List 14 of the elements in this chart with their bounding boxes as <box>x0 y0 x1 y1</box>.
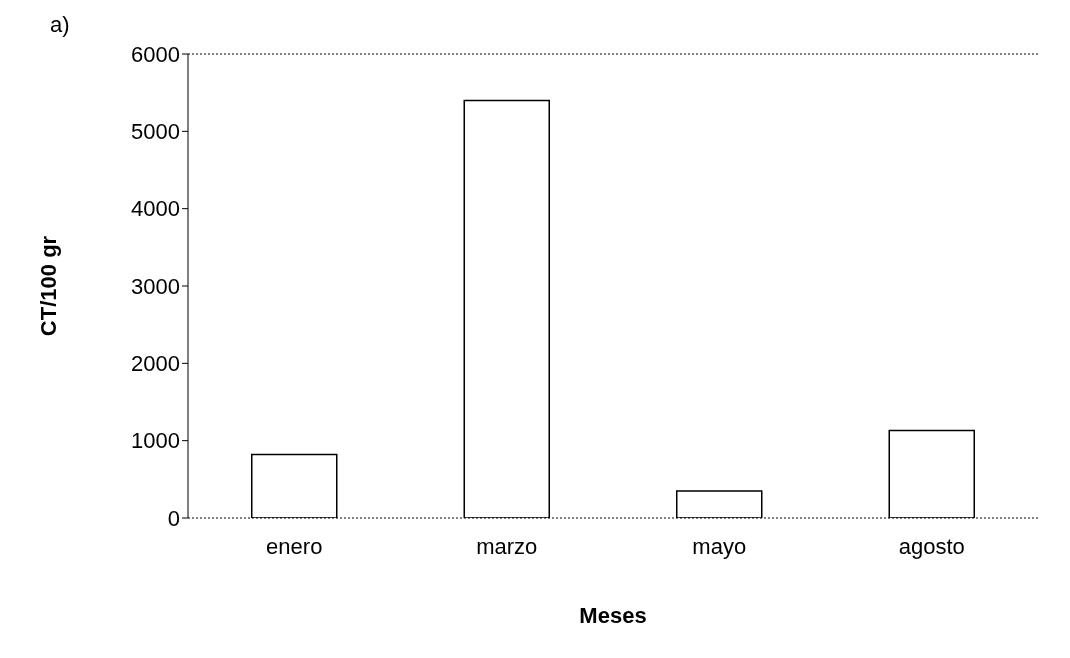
text: a) <box>50 12 70 38</box>
x-tick-label: agosto <box>898 533 965 559</box>
y-tick-label: 3000 <box>131 273 180 299</box>
y-tick-label: 4000 <box>131 196 180 222</box>
x-tick-label: mayo <box>692 533 747 559</box>
x-tick-label: marzo <box>476 533 538 559</box>
y-tick-label: 6000 <box>131 41 180 67</box>
y-tick-label: 1000 <box>131 428 180 454</box>
x-tick-label: enero <box>266 533 323 559</box>
y-tick-label: 0 <box>167 505 180 531</box>
y-axis-title: CT/100 gr <box>35 235 61 337</box>
x-axis-title: Meses <box>579 603 647 628</box>
y-tick-label: 5000 <box>131 119 180 145</box>
y-tick-label: 2000 <box>131 351 180 377</box>
